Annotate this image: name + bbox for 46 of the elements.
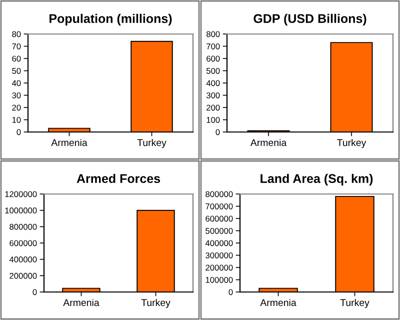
x-tick-label: Armenia [63, 298, 100, 306]
x-tick-label: Armenia [51, 138, 88, 146]
y-tick-label: 20 [12, 104, 21, 111]
x-tick-label: Turkey [141, 298, 170, 308]
y-tick-label: 50 [12, 68, 21, 74]
x-tick-label: Armenia [260, 298, 296, 306]
y-tick-label: 100000 [206, 276, 233, 283]
y-tick-label: 200000 [206, 264, 233, 271]
x-tick-label: Armenia [250, 138, 287, 146]
y-tick-label: 30 [12, 92, 21, 98]
y-tick-label: 60 [12, 56, 21, 62]
y-tick-label: 0 [16, 129, 21, 136]
y-tick-label: 700000 [206, 203, 233, 210]
chart-title: Land Area (Sq. km) [260, 174, 373, 186]
chart-title: Population (millions) [50, 14, 172, 26]
x-tick-label: Turkey [137, 138, 166, 148]
y-tick-label: 500 [206, 68, 220, 74]
chart-title: Armed Forces [76, 174, 160, 184]
y-tick-label: 800 [206, 31, 220, 38]
chart-title: GDP (USD Billions) [254, 14, 366, 26]
y-tick-label: 400000 [205, 240, 233, 246]
y-tick-label: 10 [12, 116, 21, 123]
y-tick-label: 300 [206, 92, 220, 98]
y-tick-label: 200 [206, 104, 220, 111]
y-tick-label: 70 [12, 43, 21, 50]
y-tick-label: 0 [228, 289, 233, 296]
y-tick-label: 0 [32, 289, 37, 296]
y-tick-label: 400000 [9, 256, 37, 262]
y-tick-label: 800000 [10, 224, 37, 230]
y-tick-label: 80 [12, 31, 21, 38]
y-tick-label: 0 [216, 129, 220, 136]
x-tick-label: Turkey [340, 298, 370, 308]
y-tick-label: 40 [12, 80, 21, 86]
y-tick-label: 800000 [206, 191, 233, 198]
y-tick-label: 1000000 [5, 208, 37, 214]
y-tick-label: 300000 [206, 252, 233, 258]
y-tick-label: 700 [206, 43, 220, 50]
y-tick-label: 200000 [10, 272, 37, 279]
y-tick-label: 600000 [10, 240, 37, 246]
y-tick-label: 600000 [206, 216, 233, 222]
y-tick-label: 500000 [206, 228, 233, 234]
y-tick-label: 600 [206, 56, 220, 62]
x-tick-label: Turkey [337, 138, 366, 148]
y-tick-label: 1200000 [5, 191, 37, 198]
y-tick-label: 100 [206, 116, 220, 123]
y-tick-label: 400 [206, 80, 220, 86]
